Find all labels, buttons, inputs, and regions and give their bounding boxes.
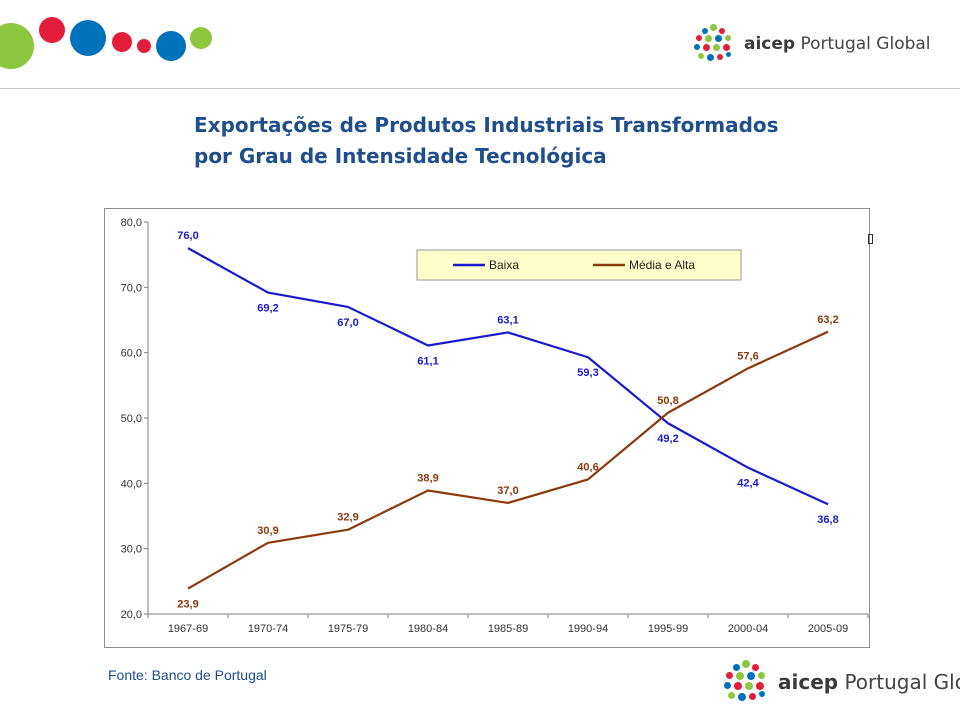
data-label: 59,3	[577, 367, 598, 379]
x-tick-label: 1967-69	[168, 623, 208, 635]
footer-logo-text: aicep Portugal Global	[778, 670, 960, 694]
data-label: 49,2	[657, 433, 678, 445]
logo-name: aicep	[744, 34, 796, 54]
data-label: 63,1	[497, 314, 518, 326]
data-label: 61,1	[417, 355, 438, 367]
header-divider	[0, 88, 960, 89]
y-tick-label: 80,0	[121, 217, 142, 229]
data-label: 38,9	[417, 473, 438, 485]
data-label: 37,0	[497, 485, 518, 497]
data-label: 63,2	[817, 314, 838, 326]
y-tick-label: 60,0	[121, 348, 142, 360]
x-tick-label: 1980-84	[408, 623, 448, 635]
line-chart: 20,0 30,0 40,0 50,0 60,0 70,0 80,0 1967-69 1970-…	[121, 217, 869, 635]
source-note: Fonte: Banco de Portugal	[108, 667, 267, 683]
data-label: 36,8	[817, 514, 838, 526]
data-label: 57,6	[737, 350, 758, 362]
footer-logo[interactable]: aicep Portugal Global	[724, 660, 960, 704]
decor-circle-blue-large	[70, 20, 106, 56]
chart-frame	[104, 208, 870, 648]
data-label: 23,9	[177, 599, 198, 611]
data-label: 67,0	[337, 317, 358, 329]
logo-suffix: Portugal Global	[800, 34, 931, 54]
y-tick-label: 20,0	[121, 609, 142, 621]
data-label: 30,9	[257, 525, 278, 537]
header-logo-text: aicep Portugal Global	[744, 34, 931, 54]
chart-title-line-1: Exportações de Produtos Industriais Tran…	[194, 113, 779, 137]
decor-circle-blue	[156, 31, 186, 61]
x-tick-label: 2005-09	[808, 623, 848, 635]
y-tick-label: 40,0	[121, 478, 142, 490]
x-tick-label: 1975-79	[328, 623, 368, 635]
decor-circle-red	[39, 17, 65, 43]
header-logo[interactable]: aicep Portugal Global	[694, 24, 931, 64]
x-tick-label: 1970-74	[248, 623, 288, 635]
decor-circle-green-small	[190, 27, 212, 49]
legend-entry: Média e Alta	[629, 258, 695, 272]
x-tick-label: 1990-94	[568, 623, 608, 635]
x-tick-label: 1995-99	[648, 623, 688, 635]
data-label: 40,6	[577, 461, 598, 473]
aicep-dot-cluster-icon	[694, 24, 734, 64]
data-label: 32,9	[337, 512, 358, 524]
series-line-baixa	[187, 247, 829, 506]
y-tick-label: 70,0	[121, 282, 142, 294]
x-tick-label: 2000-04	[728, 623, 768, 635]
data-label: 76,0	[177, 230, 198, 242]
placeholder-glyph	[868, 234, 873, 244]
logo-name: aicep	[778, 670, 839, 694]
data-label: 50,8	[657, 395, 678, 407]
decor-circle-red-small	[112, 32, 132, 52]
data-label: 42,4	[737, 478, 759, 490]
decor-circle-red-tiny	[137, 39, 151, 53]
y-tick-label: 30,0	[121, 544, 142, 556]
decor-circle-green-large	[0, 23, 34, 69]
y-tick-label: 50,0	[121, 413, 142, 425]
series-line-media-alta	[187, 330, 829, 590]
chart-title: Exportações de Produtos Industriais Tran…	[194, 110, 779, 172]
logo-suffix: Portugal Global	[844, 670, 960, 694]
aicep-dot-cluster-icon	[724, 660, 768, 704]
legend-entry: Baixa	[489, 258, 519, 272]
data-label: 69,2	[257, 303, 278, 315]
x-tick-label: 1985-89	[488, 623, 528, 635]
chart-title-line-2: por Grau de Intensidade Tecnológica	[194, 144, 607, 168]
